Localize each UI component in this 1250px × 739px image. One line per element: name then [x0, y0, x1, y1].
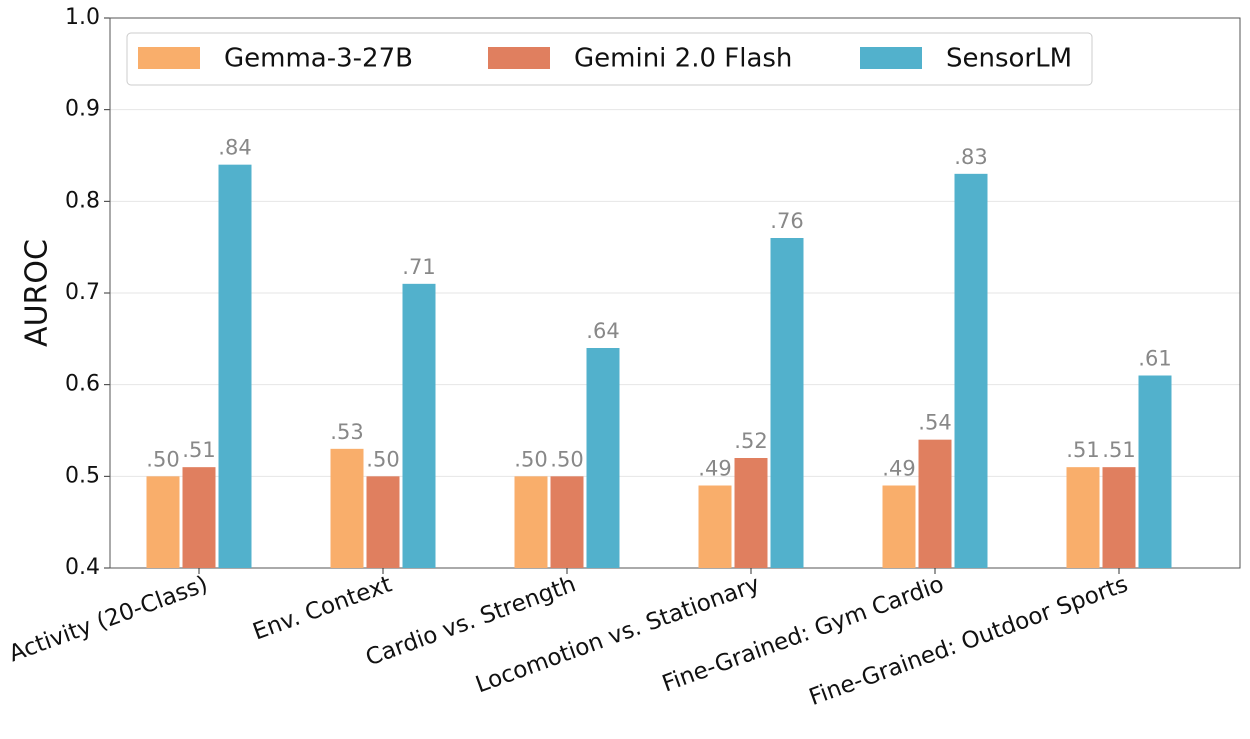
bar: [770, 238, 804, 568]
x-tick-label: Activity (20-Class): [6, 571, 212, 667]
x-tick-label: Env. Context: [249, 571, 395, 645]
bar: [1066, 467, 1100, 568]
bar: [402, 283, 436, 568]
legend-label: Gemma-3-27B: [224, 44, 413, 74]
value-label: .71: [402, 255, 435, 279]
value-label: .51: [182, 438, 215, 462]
legend-box: [126, 32, 1093, 86]
plot-frame: [109, 17, 1241, 569]
bar: [514, 476, 548, 568]
value-label: .51: [1066, 438, 1099, 462]
legend-swatch: [860, 47, 922, 69]
bar: [954, 173, 988, 569]
bar: [882, 485, 916, 568]
bar: [734, 458, 768, 568]
x-tick-label: Fine-Grained: Outdoor Sports: [806, 571, 1131, 711]
value-label: .84: [218, 136, 251, 160]
legend-swatch: [138, 47, 200, 69]
bar: [182, 467, 216, 568]
y-tick-label: 0.9: [65, 97, 100, 122]
bar: [550, 476, 584, 568]
bar: [218, 164, 252, 568]
legend-label: SensorLM: [946, 44, 1072, 74]
bar: [146, 476, 180, 568]
value-label: .54: [918, 411, 951, 435]
y-tick-label: 0.7: [65, 280, 100, 305]
y-tick-label: 0.8: [65, 188, 100, 213]
bar: [918, 439, 952, 568]
y-tick-label: 0.4: [65, 555, 100, 580]
value-label: .83: [954, 145, 987, 169]
value-label: .76: [770, 209, 803, 233]
bar: [366, 476, 400, 568]
bar: [330, 448, 364, 568]
value-label: .49: [882, 457, 915, 481]
value-label: .51: [1102, 438, 1135, 462]
value-label: .61: [1138, 347, 1171, 371]
value-label: .49: [698, 457, 731, 481]
y-tick-label: 0.5: [65, 463, 100, 488]
value-label: .50: [366, 447, 399, 471]
value-label: .53: [330, 420, 363, 444]
value-label: .50: [550, 447, 583, 471]
value-label: .50: [146, 447, 179, 471]
value-label: .52: [734, 429, 767, 453]
bar: [698, 485, 732, 568]
value-label: .64: [586, 319, 619, 343]
y-tick-label: 0.6: [65, 372, 100, 397]
y-tick-label: 1.0: [65, 5, 100, 30]
bar: [1138, 375, 1172, 568]
y-axis-label: AUROC: [20, 239, 55, 347]
bar: [586, 348, 620, 568]
value-label: .50: [514, 447, 547, 471]
bar: [1102, 467, 1136, 568]
legend-label: Gemini 2.0 Flash: [574, 44, 792, 74]
legend-swatch: [488, 47, 550, 69]
